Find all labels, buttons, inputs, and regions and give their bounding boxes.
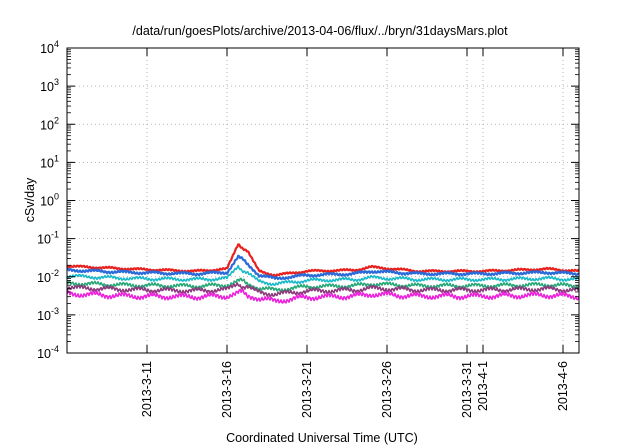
series-line (66, 277, 580, 293)
x-tick-label: 2013-3-31 (460, 361, 474, 418)
y-tick-base: 10 (40, 195, 54, 209)
y-tick-exponent: -2 (51, 268, 59, 278)
grid (67, 48, 579, 353)
y-tick-label: 100 (40, 192, 59, 209)
y-tick-label: 103 (40, 77, 59, 94)
x-tick-label: 2013-3-21 (300, 361, 314, 418)
chart-title: /data/run/goesPlots/archive/2013-04-06/f… (132, 24, 508, 38)
x-tick-label: 2013-4-1 (476, 361, 490, 411)
y-tick-label: 10-1 (37, 230, 59, 247)
y-tick-exponent: 3 (54, 77, 59, 87)
y-tick-base: 10 (37, 347, 51, 361)
y-tick-exponent: -3 (51, 306, 59, 316)
series-group (66, 243, 580, 304)
series-line (66, 288, 580, 304)
x-tick-label: 2013-3-11 (140, 361, 154, 417)
series-line (66, 254, 580, 281)
x-tick-label: 2013-4-6 (556, 361, 570, 411)
y-tick-base: 10 (40, 42, 54, 56)
y-tick-exponent: -1 (51, 230, 59, 240)
y-tick-label: 10-4 (37, 344, 59, 361)
y-tick-label: 104 (40, 39, 59, 56)
x-axis: 2013-3-11 2013-3-16 2013-3-21 2013-3-26 2013… (140, 48, 570, 418)
x-tick-label: 2013-3-16 (220, 361, 234, 418)
y-tick-label: 102 (40, 115, 59, 132)
y-axis-label: cSv/day (23, 177, 37, 222)
y-tick-base: 10 (40, 80, 54, 94)
y-tick-label: 10-3 (37, 306, 59, 323)
y-tick-exponent: 0 (54, 192, 59, 202)
series-line (66, 282, 579, 298)
series-line (66, 264, 580, 287)
y-tick-base: 10 (37, 233, 51, 247)
y-tick-exponent: 4 (54, 39, 59, 49)
y-tick-label: 101 (40, 153, 59, 170)
y-tick-label: 10-2 (37, 268, 59, 285)
x-axis-label: Coordinated Universal Time (UTC) (226, 431, 418, 445)
y-tick-exponent: -4 (51, 344, 59, 354)
x-tick-label: 2013-3-26 (380, 361, 394, 418)
y-tick-base: 10 (37, 309, 51, 323)
y-tick-exponent: 1 (54, 153, 59, 163)
y-tick-exponent: 2 (54, 115, 59, 125)
y-tick-base: 10 (37, 271, 51, 285)
y-tick-base: 10 (40, 156, 54, 170)
y-tick-base: 10 (40, 118, 54, 132)
